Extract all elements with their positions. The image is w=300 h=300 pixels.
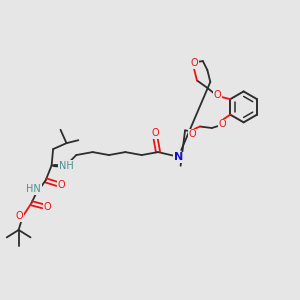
Text: N: N bbox=[174, 152, 183, 162]
Text: HN: HN bbox=[26, 184, 41, 194]
Text: O: O bbox=[58, 180, 65, 190]
Text: O: O bbox=[188, 129, 196, 139]
Text: NH: NH bbox=[59, 161, 74, 171]
Text: O: O bbox=[213, 90, 221, 100]
Text: O: O bbox=[152, 128, 160, 138]
Text: O: O bbox=[191, 58, 198, 68]
Text: O: O bbox=[218, 119, 226, 129]
Text: O: O bbox=[15, 211, 23, 221]
Text: O: O bbox=[44, 202, 51, 212]
